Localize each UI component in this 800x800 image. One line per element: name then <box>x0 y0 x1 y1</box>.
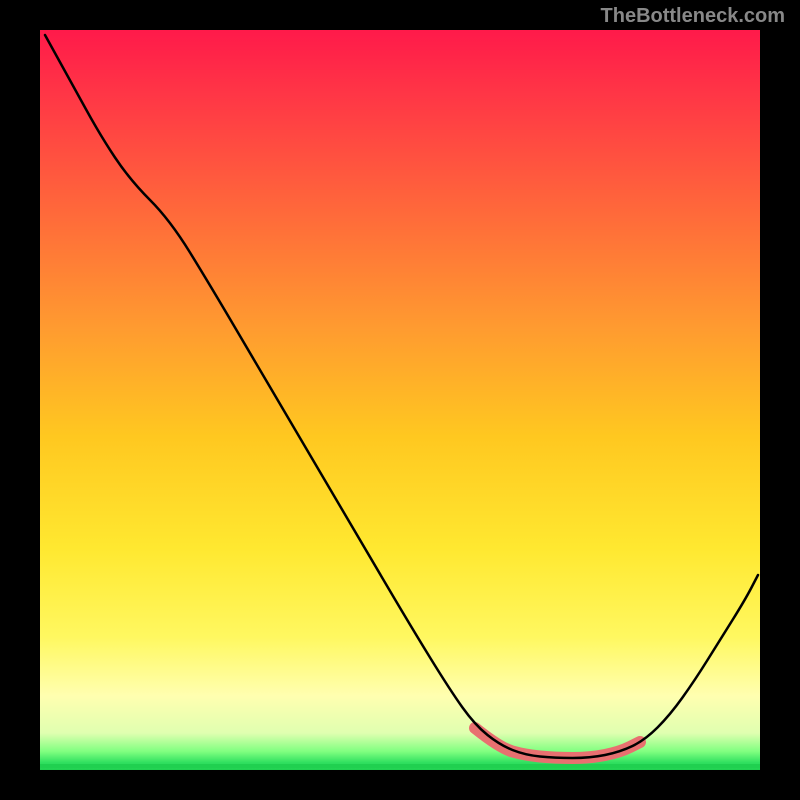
chart-container: TheBottleneck.com <box>0 0 800 800</box>
chart-svg <box>0 0 800 800</box>
gradient-background <box>40 30 760 770</box>
watermark-text: TheBottleneck.com <box>601 5 785 28</box>
